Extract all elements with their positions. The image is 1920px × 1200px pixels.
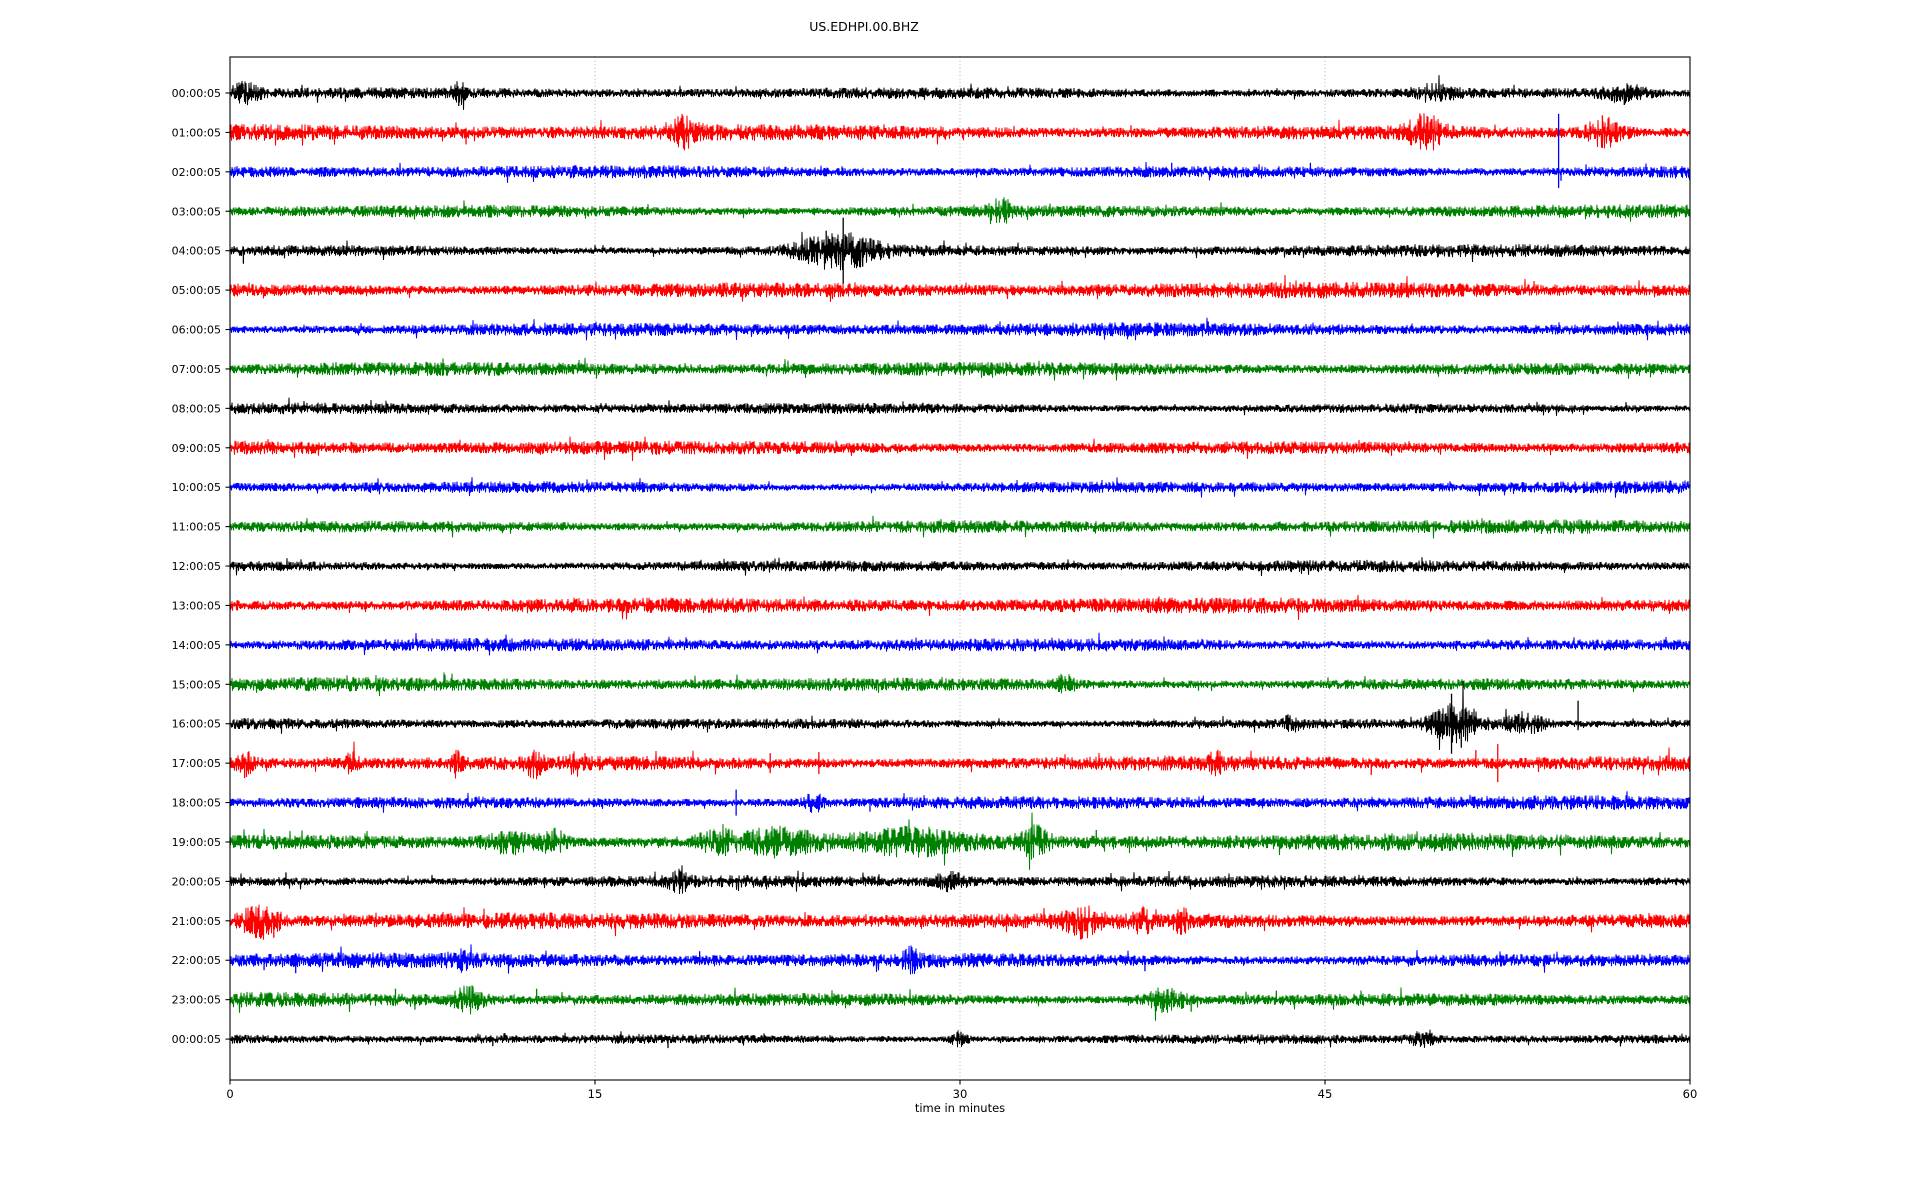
trace-row-15 xyxy=(230,672,1690,697)
waveform-07:00:05-7 xyxy=(230,357,1690,381)
trace-time-label-19: 19:00:05 xyxy=(172,836,221,849)
x-tick-label-45: 45 xyxy=(1318,1087,1333,1101)
waveform-14:00:05-14 xyxy=(230,632,1690,656)
trace-time-label-10: 10:00:05 xyxy=(172,481,221,494)
trace-row-16 xyxy=(230,681,1690,754)
trace-time-label-7: 07:00:05 xyxy=(172,363,221,376)
waveform-20:00:05-20 xyxy=(230,865,1690,895)
trace-row-3 xyxy=(230,197,1690,225)
trace-row-6 xyxy=(230,317,1690,341)
trace-row-0 xyxy=(230,75,1690,110)
trace-time-label-4: 04:00:05 xyxy=(172,245,221,258)
trace-time-label-14: 14:00:05 xyxy=(172,639,221,652)
trace-row-10 xyxy=(230,477,1690,498)
trace-row-22 xyxy=(230,944,1690,975)
trace-row-4 xyxy=(230,217,1690,284)
trace-time-label-5: 05:00:05 xyxy=(172,284,221,297)
waveform-00:00:05-24 xyxy=(230,1029,1690,1048)
waveform-11:00:05-11 xyxy=(230,515,1690,539)
trace-row-17 xyxy=(230,741,1690,783)
trace-row-14 xyxy=(230,632,1690,656)
trace-time-label-23: 23:00:05 xyxy=(172,994,221,1007)
trace-row-5 xyxy=(230,274,1690,302)
trace-row-24 xyxy=(230,1029,1690,1049)
waveform-13:00:05-13 xyxy=(230,594,1690,620)
trace-time-label-24: 00:00:05 xyxy=(172,1033,221,1046)
trace-row-13 xyxy=(230,594,1690,620)
trace-time-label-13: 13:00:05 xyxy=(172,599,221,612)
trace-time-label-16: 16:00:05 xyxy=(172,718,221,731)
trace-time-label-17: 17:00:05 xyxy=(172,757,221,770)
trace-time-label-11: 11:00:05 xyxy=(172,521,221,534)
trace-time-label-9: 09:00:05 xyxy=(172,442,221,455)
chart-title: US.EDHPI.00.BHZ xyxy=(809,19,919,34)
waveform-01:00:05-1 xyxy=(230,113,1690,151)
waveform-22:00:05-22 xyxy=(230,944,1690,975)
trace-time-label-2: 02:00:05 xyxy=(172,166,221,179)
x-tick-label-60: 60 xyxy=(1683,1087,1698,1101)
waveform-18:00:05-18 xyxy=(230,791,1690,813)
traces-group xyxy=(230,75,1690,1049)
x-tick-label-30: 30 xyxy=(953,1087,968,1101)
trace-row-7 xyxy=(230,357,1690,381)
trace-row-1 xyxy=(230,113,1690,151)
trace-row-20 xyxy=(230,865,1690,895)
waveform-05:00:05-5 xyxy=(230,274,1690,302)
waveform-06:00:05-6 xyxy=(230,317,1690,341)
trace-time-label-3: 03:00:05 xyxy=(172,205,221,218)
trace-time-label-12: 12:00:05 xyxy=(172,560,221,573)
trace-row-19 xyxy=(230,812,1690,870)
trace-row-8 xyxy=(230,397,1690,416)
waveform-21:00:05-21 xyxy=(230,904,1690,940)
waveform-16:00:05-16 xyxy=(230,681,1690,750)
waveform-10:00:05-10 xyxy=(230,477,1690,498)
waveform-09:00:05-9 xyxy=(230,436,1690,461)
trace-time-label-18: 18:00:05 xyxy=(172,797,221,810)
trace-time-label-21: 21:00:05 xyxy=(172,915,221,928)
trace-time-label-8: 08:00:05 xyxy=(172,402,221,415)
waveform-02:00:05-2 xyxy=(230,161,1690,183)
trace-time-label-22: 22:00:05 xyxy=(172,954,221,967)
waveform-12:00:05-12 xyxy=(230,557,1690,577)
trace-row-12 xyxy=(230,557,1690,577)
waveform-04:00:05-4 xyxy=(230,231,1690,271)
trace-row-9 xyxy=(230,436,1690,461)
waveform-03:00:05-3 xyxy=(230,197,1690,225)
trace-time-label-20: 20:00:05 xyxy=(172,875,221,888)
trace-time-label-0: 00:00:05 xyxy=(172,87,221,100)
waveform-17:00:05-17 xyxy=(230,741,1690,780)
x-axis-label: time in minutes xyxy=(914,1101,1006,1115)
x-tick-label-0: 0 xyxy=(226,1087,233,1101)
waveform-19:00:05-19 xyxy=(230,812,1690,870)
waveform-00:00:05-0 xyxy=(230,75,1690,110)
trace-row-21 xyxy=(230,904,1690,940)
waveform-08:00:05-8 xyxy=(230,397,1690,416)
trace-time-label-6: 06:00:05 xyxy=(172,324,221,337)
trace-row-2 xyxy=(230,113,1690,189)
trace-row-11 xyxy=(230,515,1690,539)
trace-time-label-15: 15:00:05 xyxy=(172,678,221,691)
waveform-23:00:05-23 xyxy=(230,985,1690,1021)
trace-time-label-1: 01:00:05 xyxy=(172,126,221,139)
x-tick-label-15: 15 xyxy=(588,1087,603,1101)
trace-row-18 xyxy=(230,789,1690,816)
trace-row-23 xyxy=(230,985,1690,1021)
waveform-15:00:05-15 xyxy=(230,672,1690,697)
